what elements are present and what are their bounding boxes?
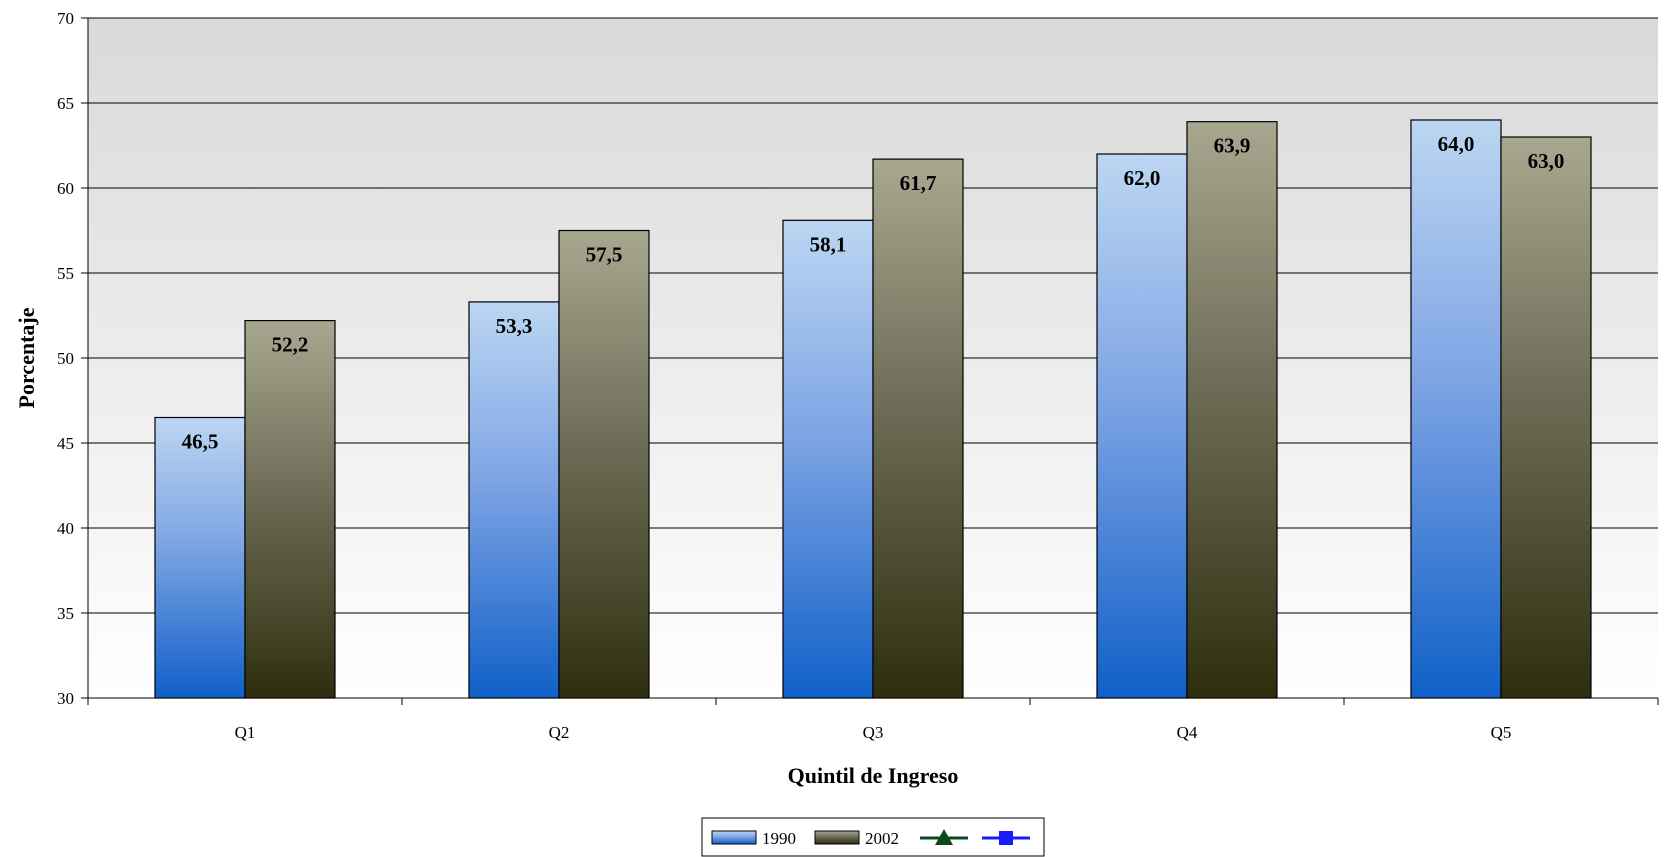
y-tick-label-65: 65 [57,94,74,113]
x-tick-label-q2: Q2 [549,723,570,742]
x-axis-title: Quintil de Ingreso [788,763,959,788]
data-label-1990-q2: 53,3 [496,314,533,338]
x-tick-label-q3: Q3 [863,723,884,742]
y-tick-label-55: 55 [57,264,74,283]
bar-2002-q5 [1500,136,1592,699]
data-label-2002-q3: 61,7 [900,171,937,195]
y-tick-label-70: 70 [57,9,74,28]
data-label-2002-q2: 57,5 [586,243,623,267]
bar-1990-q4 [1096,153,1188,699]
legend: 1990 2002 [701,817,1045,857]
legend-swatch-1990 [711,830,757,845]
legend-label-1990: 1990 [762,829,796,848]
tick-labels: 30 35 40 45 50 55 60 65 70 Q1 Q2 Q3 Q4 Q5 [57,9,1511,742]
data-label-2002-q4: 63,9 [1214,134,1251,158]
axes [81,17,1659,705]
bar-2002-q2 [558,229,650,699]
y-axis-title: Porcentaje [14,307,39,408]
data-label-1990-q4: 62,0 [1124,166,1161,190]
data-label-1990-q3: 58,1 [810,232,847,256]
y-tick-label-30: 30 [57,689,74,708]
legend-triangle-marker-icon [935,829,953,845]
data-labels: 46,5 52,2 53,3 57,5 58,1 61,7 62,0 63,9 64,0 63,0 [182,132,1565,454]
data-label-2002-q1: 52,2 [272,333,309,357]
data-label-1990-q5: 64,0 [1438,132,1475,156]
bar-2002-q1 [244,320,336,699]
bar-1990-q2 [468,301,560,699]
legend-label-2002: 2002 [865,829,899,848]
bar-1990-q1 [154,416,246,699]
x-tick-label-q4: Q4 [1177,723,1198,742]
bar-1990-q5 [1410,119,1502,699]
bar-2002-q4 [1186,121,1278,699]
x-tick-label-q1: Q1 [235,723,256,742]
legend-square-marker-icon [999,831,1013,845]
bar-2002-q3 [872,158,964,699]
bars [154,119,1592,699]
data-label-1990-q1: 46,5 [182,430,219,454]
y-tick-label-45: 45 [57,434,74,453]
x-tick-label-q5: Q5 [1491,723,1512,742]
y-tick-label-40: 40 [57,519,74,538]
y-tick-label-60: 60 [57,179,74,198]
y-tick-label-35: 35 [57,604,74,623]
legend-swatch-2002 [814,830,860,845]
data-label-2002-q5: 63,0 [1528,149,1565,173]
bar-1990-q3 [782,219,874,699]
y-tick-label-50: 50 [57,349,74,368]
